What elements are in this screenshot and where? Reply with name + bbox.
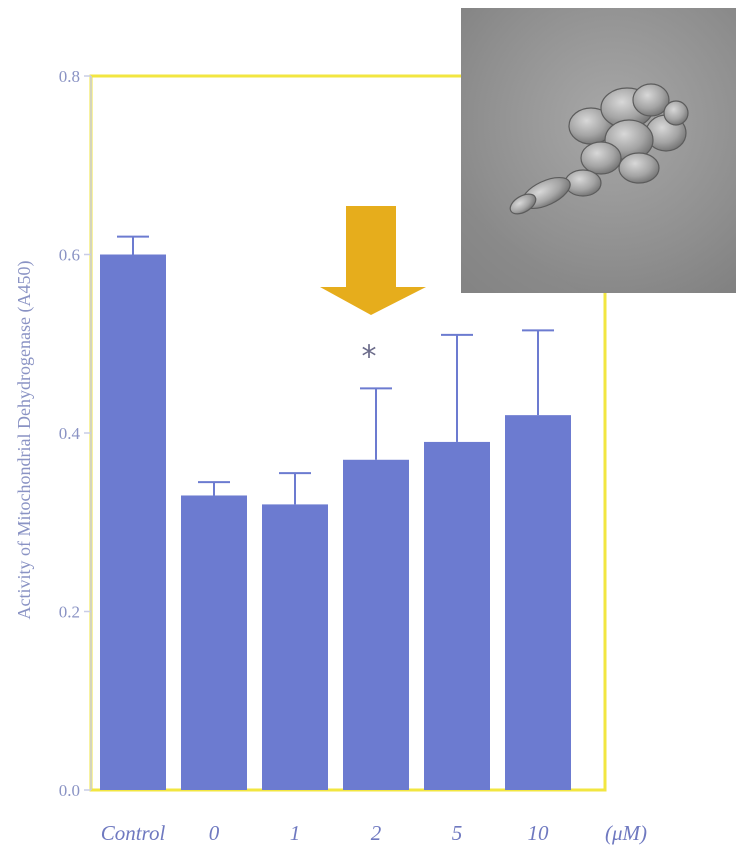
- y-tick-label: 0.2: [59, 603, 80, 622]
- bar: [505, 415, 571, 790]
- y-ticks: 0.0 0.2 0.4 0.6 0.8: [59, 67, 91, 800]
- bar: [262, 504, 328, 790]
- significance-star: *: [362, 339, 377, 374]
- bar: [424, 441, 490, 790]
- y-tick-label: 0.4: [59, 424, 81, 443]
- y-tick-label: 0.8: [59, 67, 80, 86]
- bar: [100, 254, 166, 790]
- micrograph-image: [461, 83, 689, 293]
- bars: [100, 235, 571, 790]
- x-tick-label: 1: [290, 821, 301, 845]
- arrow-down-icon: [320, 206, 426, 315]
- y-tick-label: 0.0: [59, 781, 80, 800]
- y-tick-label: 0.6: [59, 246, 80, 265]
- bar: [181, 495, 247, 790]
- x-tick-label: 5: [452, 821, 463, 845]
- y-axis-label: Activity of Mitochondrial Dehydrogenase …: [14, 261, 35, 620]
- x-tick-label: 0: [209, 821, 220, 845]
- x-tick-label: 10: [528, 821, 550, 845]
- x-tick-label: Control: [101, 821, 166, 845]
- x-ticks: Control 0 1 2 5 10: [101, 821, 549, 845]
- x-tick-label: 2: [371, 821, 382, 845]
- bar: [343, 459, 409, 790]
- cell-micrograph: [461, 8, 736, 293]
- x-unit-label: (μM): [605, 821, 647, 845]
